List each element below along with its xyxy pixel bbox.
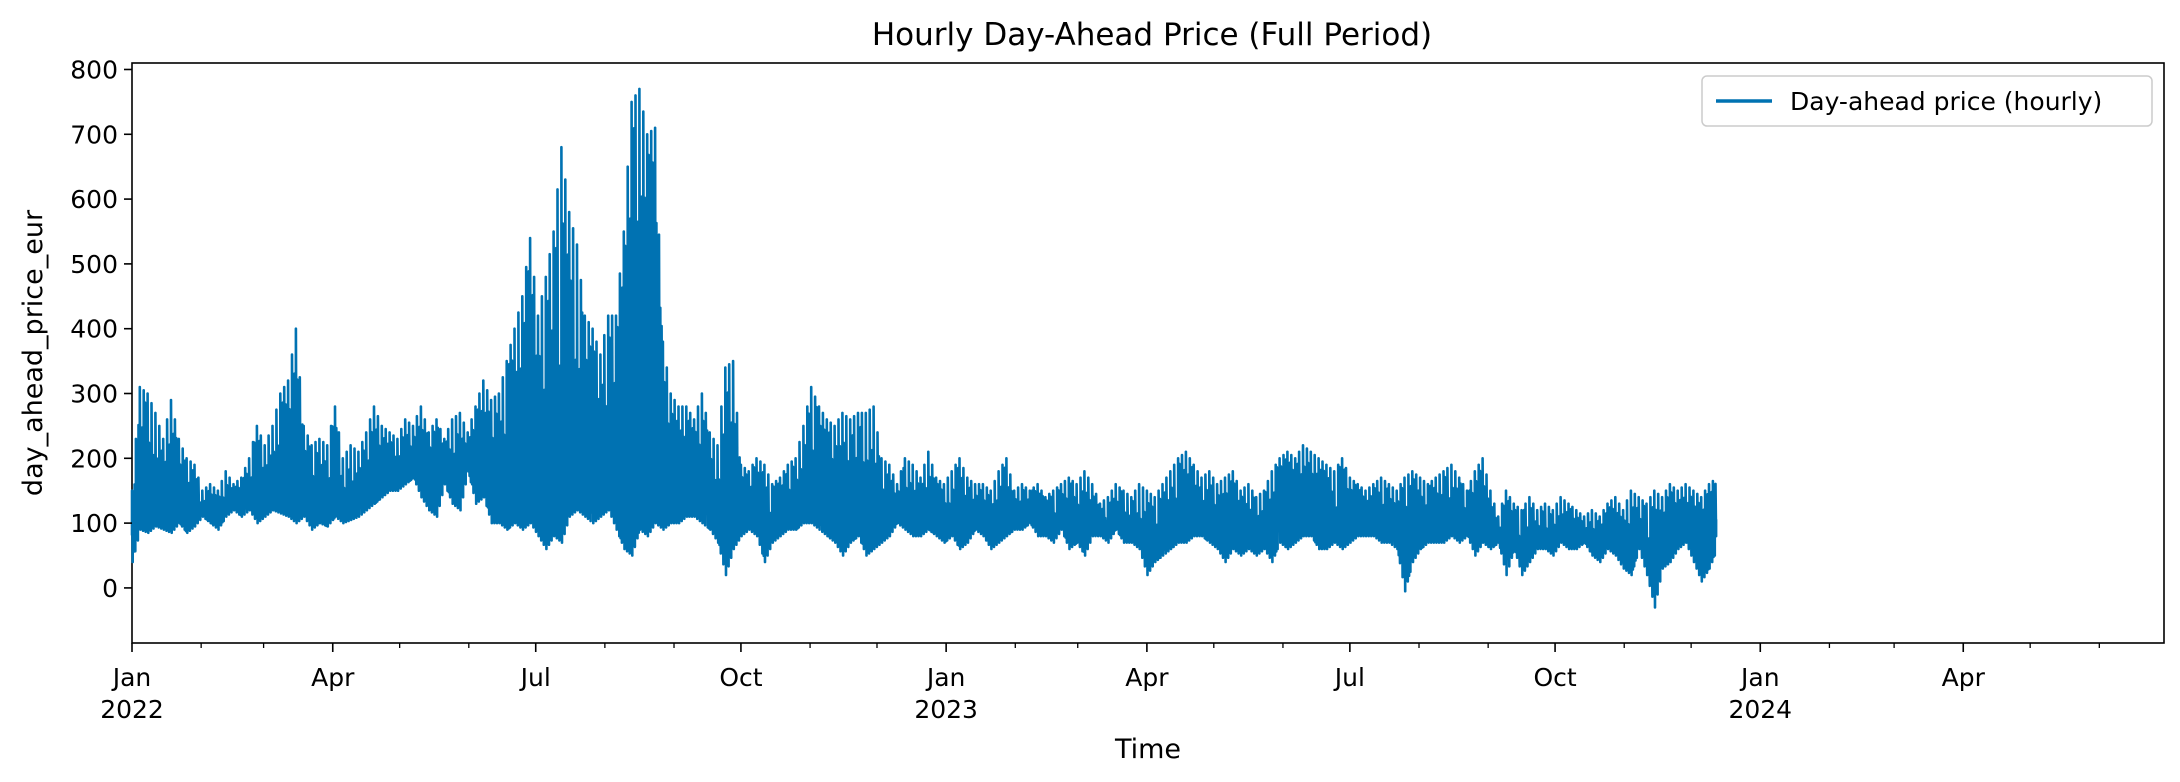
y-tick-label: 0	[102, 574, 118, 603]
legend-box	[1701, 75, 2153, 127]
y-tick-label: 600	[70, 185, 118, 214]
series-layer	[130, 87, 1718, 609]
x-tick-label: Jan	[111, 663, 152, 692]
y-tick-label: 700	[70, 120, 118, 149]
y-tick-label: 500	[70, 250, 118, 279]
x-axis-title: Time	[1114, 734, 1181, 765]
x-axis: Jan 2022 Apr Jul Oct Jan 2023 Apr Jul Oct Jan 2024 A…	[100, 643, 2100, 724]
x-tick-year-label: 2023	[914, 695, 978, 724]
x-tick-label: Apr	[311, 663, 355, 692]
y-tick-label: 400	[70, 315, 118, 344]
y-axis: 0 100 200 300 400 500 600 700 800	[70, 55, 132, 603]
x-tick-year-label: 2022	[100, 695, 164, 724]
chart-title: Hourly Day-Ahead Price (Full Period)	[872, 17, 1432, 53]
x-tick-label: Jul	[519, 663, 551, 692]
x-tick-label: Apr	[1125, 663, 1169, 692]
y-axis-title: day_ahead_price_eur	[18, 209, 49, 496]
series-line	[130, 87, 1718, 609]
y-tick-label: 100	[70, 509, 118, 538]
x-tick-label: Jan	[1739, 663, 1780, 692]
y-tick-label: 200	[70, 444, 118, 473]
x-tick-label: Jan	[925, 663, 966, 692]
plot-area: 0 100 200 300 400 500 600 700 800 Jan 2022 Apr Jul O…	[70, 55, 2165, 724]
legend: Day-ahead price (hourly)	[1701, 75, 2153, 127]
x-tick-label: Jul	[1333, 663, 1365, 692]
x-tick-label: Apr	[1942, 663, 1986, 692]
y-tick-label: 800	[70, 55, 118, 84]
plot-frame	[131, 62, 2165, 644]
x-tick-year-label: 2024	[1728, 695, 1792, 724]
legend-label: Day-ahead price (hourly)	[1790, 87, 2102, 116]
x-tick-label: Oct	[1533, 663, 1576, 692]
x-tick-label: Oct	[719, 663, 762, 692]
y-tick-label: 300	[70, 380, 118, 409]
